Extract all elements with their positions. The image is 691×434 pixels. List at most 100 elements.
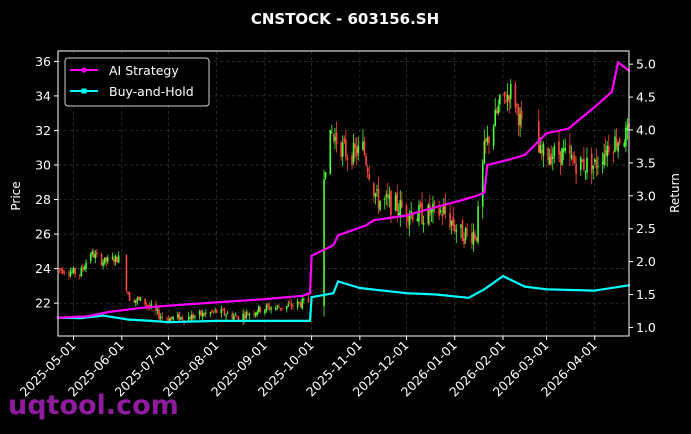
candle-body	[438, 208, 440, 216]
candle-body	[270, 308, 272, 310]
ai-strategy-point	[215, 301, 218, 304]
candle-body	[275, 307, 277, 310]
buy-and-hold-point	[309, 319, 312, 322]
ai-strategy-point	[336, 234, 340, 237]
candlesticks	[57, 79, 630, 326]
candle-body	[203, 313, 206, 316]
candle-body	[590, 153, 593, 174]
candle-body	[105, 257, 108, 262]
buy-and-hold-point	[150, 319, 153, 322]
candle-body	[223, 308, 226, 315]
candle-body	[486, 137, 489, 142]
candle-body	[346, 157, 349, 160]
y-tick-label-right: 2.0	[636, 254, 656, 269]
candle-body	[492, 126, 495, 146]
candle-body	[559, 151, 562, 164]
candle-body	[407, 215, 409, 222]
candle-body	[220, 309, 223, 314]
candle-body	[472, 231, 475, 246]
candle-body	[569, 144, 571, 154]
ai-strategy-point	[405, 214, 408, 217]
candle-body	[477, 206, 479, 243]
buy-and-hold-point	[127, 318, 130, 321]
candle-body	[357, 145, 360, 153]
candle-body	[287, 304, 290, 307]
candle-body	[363, 141, 366, 155]
candle-body	[307, 298, 310, 303]
candle-body	[69, 272, 72, 277]
candle-body	[91, 251, 94, 255]
candle-body	[514, 84, 517, 108]
candle-body	[331, 132, 333, 134]
ai-strategy-point	[109, 310, 112, 313]
candle-body	[443, 206, 445, 214]
candle-body	[542, 144, 545, 156]
ai-strategy-point	[610, 90, 613, 93]
candle-body	[60, 268, 62, 271]
buy-and-hold-point	[332, 292, 335, 295]
y-axis-label-left: Price	[9, 181, 23, 210]
buy-and-hold-point	[523, 285, 526, 288]
candle-body	[303, 298, 305, 300]
candle-body	[78, 274, 81, 276]
y-tick-label-left: 26	[35, 227, 51, 242]
grid-lines	[58, 51, 629, 336]
candle-body	[475, 236, 478, 241]
ai-strategy-point	[434, 205, 438, 209]
candle-body	[615, 138, 618, 148]
candle-body	[94, 254, 97, 259]
candle-body	[268, 306, 271, 310]
candle-body	[460, 224, 462, 228]
candle-body	[113, 258, 115, 263]
candle-body	[192, 314, 195, 319]
candle-body	[285, 306, 288, 309]
candle-body	[116, 257, 118, 263]
candle-body	[625, 127, 627, 146]
candle-body	[136, 297, 139, 301]
candle-body	[102, 262, 104, 266]
candle-body	[485, 138, 487, 143]
candle-body	[225, 315, 227, 317]
candle-body	[253, 313, 255, 315]
candle-body	[595, 159, 598, 168]
candle-body	[410, 211, 412, 215]
candle-body	[553, 145, 556, 157]
candle-body	[114, 255, 117, 262]
ai-strategy-point	[567, 127, 570, 130]
legend-label-buy-and-hold: Buy-and-Hold	[109, 84, 194, 99]
candle-body	[345, 140, 347, 157]
candle-body	[106, 257, 109, 262]
candle-body	[612, 152, 615, 154]
candle-body	[516, 104, 518, 106]
candle-body	[215, 309, 218, 313]
candle-body	[209, 312, 212, 314]
candle-body	[601, 162, 604, 164]
candle-body	[517, 107, 520, 126]
candle-body	[365, 156, 367, 165]
candle-body	[450, 221, 453, 225]
candle-body	[248, 314, 251, 315]
candle-body	[134, 300, 137, 303]
candle-body	[233, 315, 235, 320]
ai-strategy-point	[142, 306, 145, 309]
buy-and-hold-point	[501, 275, 504, 278]
candle-body	[74, 268, 76, 275]
candle-body	[212, 311, 215, 313]
y-tick-label-right: 1.0	[636, 320, 656, 335]
candle-body	[575, 163, 577, 174]
ai-strategy-point	[86, 315, 89, 318]
ai-strategy-point	[483, 191, 486, 194]
candle-body	[463, 238, 465, 245]
candle-body	[572, 158, 574, 160]
candle-body	[128, 292, 131, 302]
candle-body	[548, 157, 551, 165]
ai-strategy-point	[310, 254, 313, 257]
y-tick-label-left: 30	[35, 158, 51, 173]
candle-body	[385, 194, 388, 197]
candle-body	[80, 267, 83, 277]
watermark-logo: uqtool.com	[8, 390, 179, 421]
candle-body	[117, 255, 120, 263]
y-tick-label-right: 1.5	[636, 287, 656, 302]
candle-body	[520, 110, 523, 120]
legend-label-ai-strategy: AI Strategy	[109, 63, 179, 78]
